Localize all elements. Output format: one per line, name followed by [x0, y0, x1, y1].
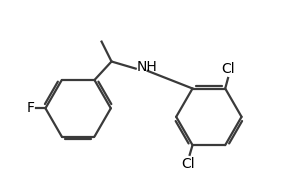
Text: F: F [27, 101, 35, 115]
Text: Cl: Cl [221, 62, 235, 76]
Text: Cl: Cl [181, 157, 195, 171]
Text: NH: NH [137, 60, 157, 74]
